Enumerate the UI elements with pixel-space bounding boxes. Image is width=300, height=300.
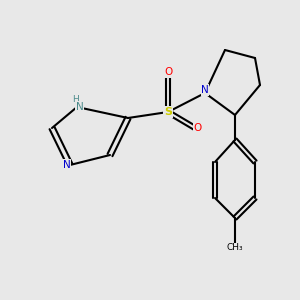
Text: CH₃: CH₃ [227, 244, 243, 253]
Text: O: O [194, 123, 202, 133]
Text: N: N [63, 160, 71, 170]
Text: O: O [164, 67, 172, 77]
Text: H: H [72, 95, 79, 104]
Text: N: N [201, 85, 209, 95]
Text: S: S [164, 107, 172, 117]
Text: N: N [76, 102, 83, 112]
